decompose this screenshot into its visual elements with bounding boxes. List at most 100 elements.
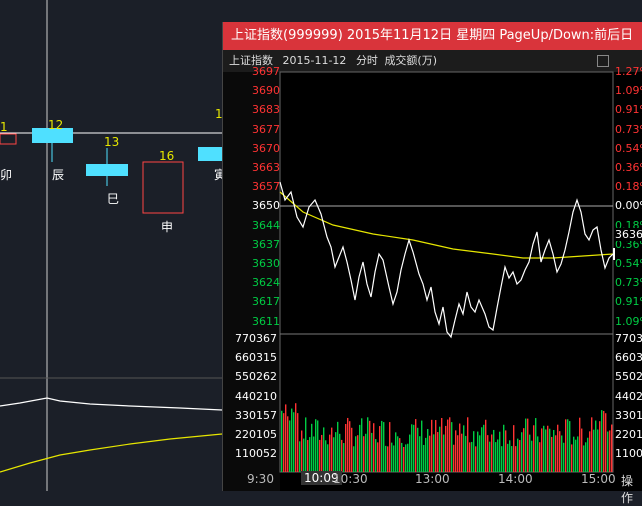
volume-bar <box>407 443 409 472</box>
volume-bar <box>465 435 467 472</box>
volume-bar <box>481 427 483 472</box>
volume-bar <box>377 442 379 472</box>
volume-bar <box>375 439 377 472</box>
volume-tick-660315: 660315 <box>235 351 277 365</box>
volume-bar <box>351 427 353 472</box>
toolbar-operate-button[interactable]: 操作 <box>621 474 634 505</box>
pct-tick-3: 0.73% <box>615 122 642 136</box>
volume-bar <box>471 441 473 472</box>
volume-bar <box>513 425 515 472</box>
volume-bar <box>403 446 405 472</box>
volume-bar <box>571 444 573 472</box>
volume-bar <box>483 424 485 472</box>
x-label-1300: 13:00 <box>415 472 450 486</box>
pct-tick-13: 1.09% <box>615 314 642 328</box>
volume-bar <box>411 424 413 472</box>
pct-tick-2: 0.91% <box>615 103 642 117</box>
pct-tick-7: 0.00% <box>615 199 642 213</box>
volume-bar <box>507 443 509 472</box>
volume-bar <box>367 417 369 472</box>
intraday-chart <box>279 71 615 473</box>
volume-bar <box>371 432 373 472</box>
volume-bar <box>591 417 593 472</box>
volume-bar <box>389 422 391 472</box>
volume-bar <box>373 423 375 472</box>
volume-tick-220105: 220105 <box>235 428 277 441</box>
volume-bar <box>379 426 381 472</box>
volume-bar <box>307 440 309 472</box>
volume-bar <box>561 435 563 472</box>
popup-chart-header: 上证指数 2015-11-12 分时 成交额(万) <box>223 50 642 72</box>
volume-bar <box>289 420 291 472</box>
volume-bar <box>605 413 607 472</box>
popup-title-bar[interactable]: 上证指数(999999) 2015年11月12日 星期四 PageUp/Down… <box>223 22 642 50</box>
volume-bar <box>609 430 611 472</box>
volume-bar <box>547 425 549 472</box>
volume-tick-right-2: 550262 <box>615 370 642 384</box>
branch-label-chen: 辰 <box>52 168 65 182</box>
volume-bar <box>495 442 497 472</box>
chart-metric: 成交额(万) <box>384 54 438 67</box>
volume-bar <box>453 444 455 472</box>
candle-yin <box>198 147 222 161</box>
volume-bar <box>399 438 401 472</box>
pct-tick-4: 0.54% <box>615 141 642 155</box>
volume-bar <box>361 418 363 472</box>
volume-bar <box>397 436 399 472</box>
collapse-icon[interactable] <box>597 55 609 67</box>
volume-bar <box>391 442 393 472</box>
volume-bar <box>429 435 431 472</box>
volume-bar <box>475 446 477 472</box>
volume-bar <box>413 424 415 472</box>
x-label-1030: 10:30 <box>333 472 368 486</box>
pct-tick-10: 0.54% <box>615 257 642 270</box>
volume-tick-right-3: 440210 <box>615 389 642 403</box>
volume-bar <box>535 418 537 472</box>
volume-bar <box>427 428 429 472</box>
pct-tick-9: 0.36% <box>615 237 642 251</box>
volume-bar <box>533 425 535 472</box>
volume-bar <box>497 439 499 472</box>
volume-bar <box>315 419 317 472</box>
volume-bar <box>567 419 569 472</box>
volume-bar <box>337 421 339 472</box>
volume-bar <box>349 421 351 472</box>
volume-bar <box>501 446 503 472</box>
volume-bar <box>339 433 341 472</box>
volume-bar <box>509 440 511 472</box>
volume-bar <box>487 435 489 472</box>
volume-bar <box>423 444 425 472</box>
volume-bars <box>281 403 613 472</box>
volume-bar <box>359 424 361 472</box>
bar-number-1: 1 <box>0 120 8 134</box>
volume-bar <box>381 420 383 472</box>
volume-bar <box>425 437 427 472</box>
price-tick-3611: 3611 <box>252 314 280 328</box>
volume-bar <box>313 436 315 472</box>
volume-bar <box>415 419 417 472</box>
volume-bar <box>585 442 587 472</box>
volume-bar <box>597 429 599 472</box>
intraday-popup[interactable]: 上证指数(999999) 2015年11月12日 星期四 PageUp/Down… <box>222 22 642 505</box>
volume-bar <box>331 427 333 472</box>
volume-bar <box>305 417 307 472</box>
volume-bar <box>557 424 559 472</box>
x-label-0930: 9:30 <box>247 472 274 486</box>
pct-tick-11: 0.73% <box>615 276 642 290</box>
volume-bar <box>607 431 609 472</box>
price-tick-3624: 3624 <box>252 276 280 290</box>
volume-bar <box>347 417 349 472</box>
volume-bar <box>353 446 355 472</box>
volume-bar <box>573 436 575 472</box>
volume-tick-right-6: 110052 <box>615 447 642 461</box>
pct-tick-6: 0.18% <box>615 180 642 194</box>
price-tick-3644: 3644 <box>252 218 280 232</box>
volume-bar <box>299 441 301 472</box>
volume-bar <box>467 417 469 472</box>
volume-bar <box>309 437 311 472</box>
volume-bar <box>459 423 461 472</box>
volume-bar <box>409 434 411 472</box>
volume-bar <box>345 424 347 472</box>
volume-bar <box>485 419 487 472</box>
price-tick-3650: 3650 <box>252 199 280 213</box>
